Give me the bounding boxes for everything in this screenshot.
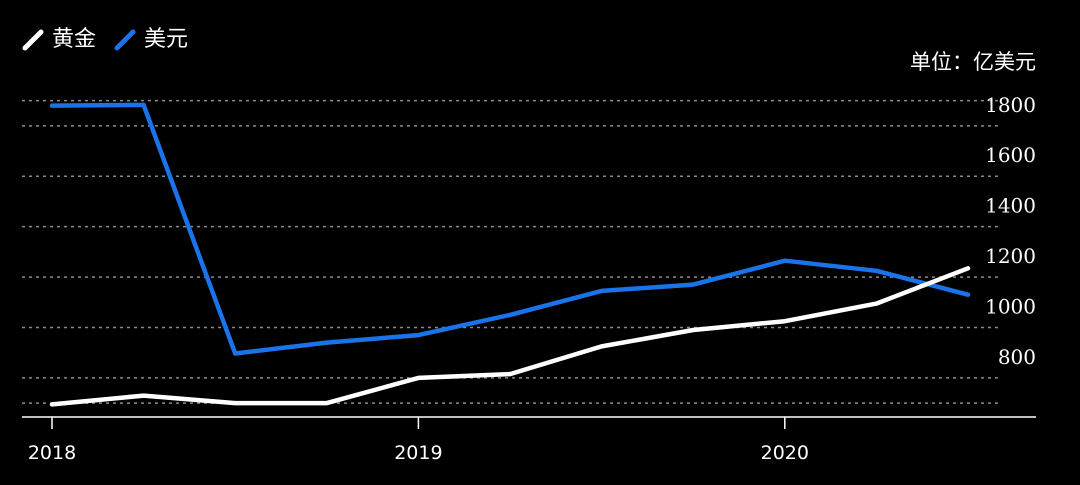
legend: 黄金 美元 xyxy=(22,26,188,54)
axis-layer xyxy=(22,416,1036,429)
x-tick-label: 2019 xyxy=(394,442,442,464)
unit-label: 单位：亿美元 xyxy=(910,50,1036,74)
y-tick-label: 1800 xyxy=(985,93,1036,117)
y-tick: 1800 xyxy=(985,93,1036,117)
y-tick-label: 1600 xyxy=(985,143,1036,167)
series-line-usd xyxy=(49,102,971,356)
y-tick-label: 1400 xyxy=(985,194,1036,218)
label-layer: 800 1000 1200 1400 1600 1800 2018 2019 2020 xyxy=(28,93,1036,464)
y-tick: 1600 xyxy=(985,143,1036,167)
y-tick-label: 1000 xyxy=(985,295,1036,319)
y-tick: 1200 xyxy=(985,244,1036,268)
series-layer xyxy=(49,102,971,407)
y-tick-label: 1200 xyxy=(985,244,1036,268)
legend-swatch-gold-line xyxy=(22,29,44,51)
x-tick-label: 2018 xyxy=(28,442,76,464)
y-tick: 1400 xyxy=(985,194,1036,218)
series-line-gold xyxy=(49,266,971,407)
legend-swatch-usd-line xyxy=(114,29,136,51)
x-tick: 2018 xyxy=(28,442,76,464)
y-tick-label: 800 xyxy=(998,345,1036,369)
grid-layer xyxy=(22,99,1000,404)
legend-label-usd: 美元 xyxy=(144,27,189,52)
legend-swatch-gold xyxy=(22,29,44,51)
legend-item-usd: 美元 xyxy=(114,26,188,54)
legend-label-gold: 黄金 xyxy=(52,27,97,52)
y-tick: 1000 xyxy=(985,295,1036,319)
legend-swatch-usd xyxy=(114,29,136,51)
x-tick-label: 2020 xyxy=(761,442,809,464)
x-tick: 2019 xyxy=(394,442,442,464)
x-tick: 2020 xyxy=(761,442,809,464)
y-tick: 800 xyxy=(998,345,1036,369)
legend-item-gold: 黄金 xyxy=(22,26,96,54)
